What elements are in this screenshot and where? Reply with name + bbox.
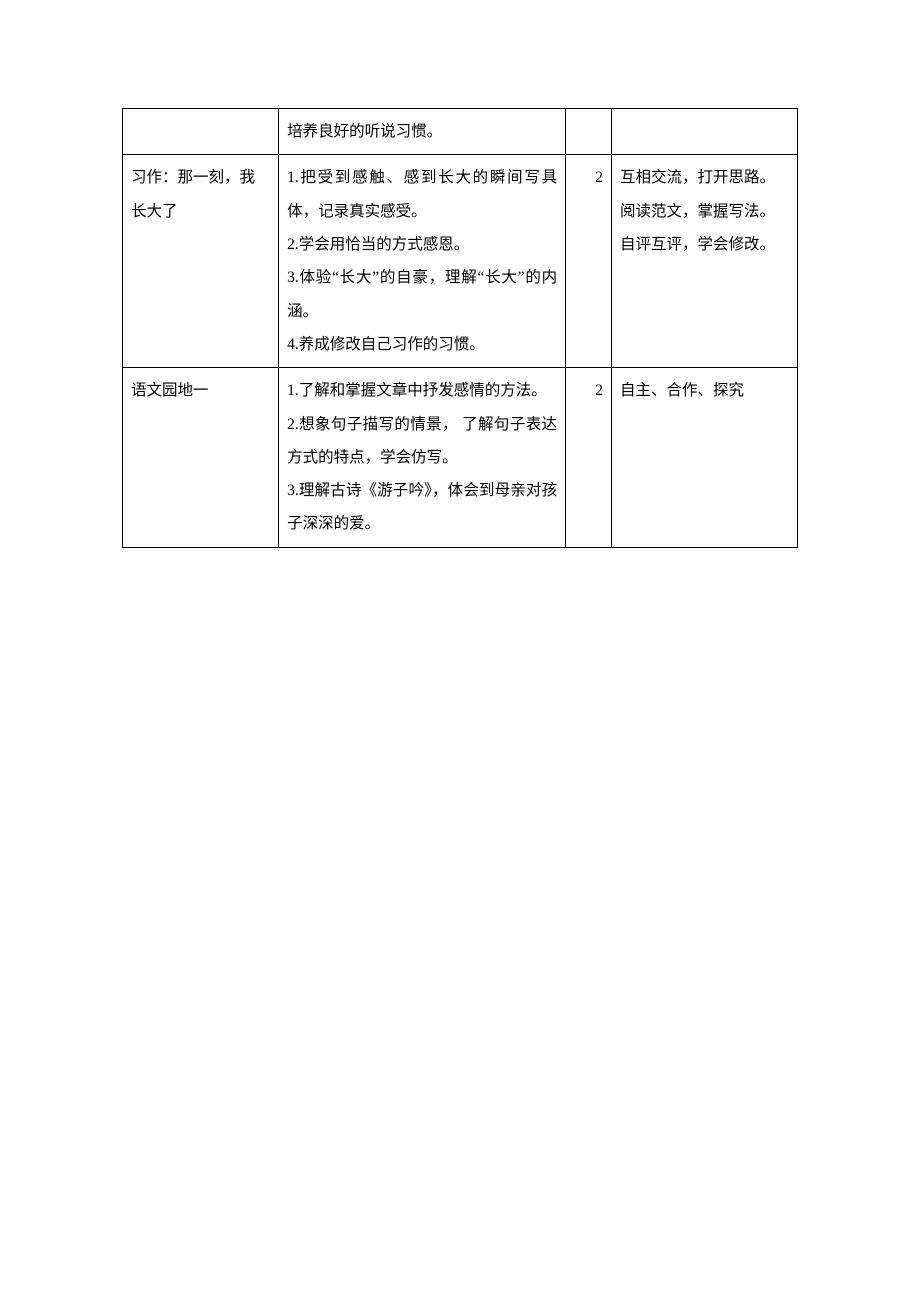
table-row: 习作：那一刻，我长大了 1.把受到感触、感到长大的瞬间写具体，记录真实感受。 2… bbox=[123, 155, 798, 368]
cell-objectives: 1.了解和掌握文章中抒发感情的方法。 2.想象句子描写的情景， 了解句子表达方式… bbox=[279, 368, 566, 548]
lesson-plan-table: 培养良好的听说习惯。 习作：那一刻，我长大了 1.把受到感触、感到长大的瞬间写具… bbox=[122, 108, 798, 548]
cell-objectives: 培养良好的听说习惯。 bbox=[279, 109, 566, 155]
cell-topic: 语文园地一 bbox=[123, 368, 279, 548]
cell-hours bbox=[566, 109, 612, 155]
cell-methods: 互相交流，打开思路。 阅读范文，掌握写法。 自评互评，学会修改。 bbox=[612, 155, 798, 368]
cell-topic bbox=[123, 109, 279, 155]
cell-hours: 2 bbox=[566, 368, 612, 548]
cell-objectives: 1.把受到感触、感到长大的瞬间写具体，记录真实感受。 2.学会用恰当的方式感恩。… bbox=[279, 155, 566, 368]
cell-topic: 习作：那一刻，我长大了 bbox=[123, 155, 279, 368]
table-body: 培养良好的听说习惯。 习作：那一刻，我长大了 1.把受到感触、感到长大的瞬间写具… bbox=[123, 109, 798, 548]
table-row: 培养良好的听说习惯。 bbox=[123, 109, 798, 155]
table-row: 语文园地一 1.了解和掌握文章中抒发感情的方法。 2.想象句子描写的情景， 了解… bbox=[123, 368, 798, 548]
cell-methods: 自主、合作、探究 bbox=[612, 368, 798, 548]
cell-methods bbox=[612, 109, 798, 155]
cell-hours: 2 bbox=[566, 155, 612, 368]
